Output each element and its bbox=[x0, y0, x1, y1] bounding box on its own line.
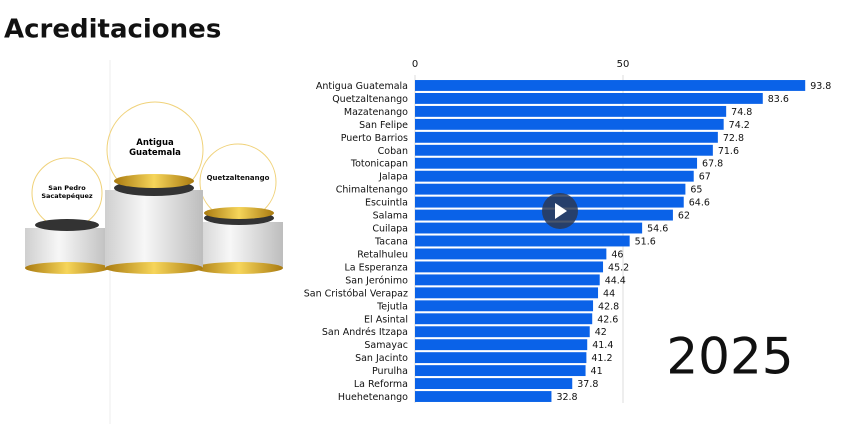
podium: Antigua Guatemala San Pedro Sacatepéquez… bbox=[25, 101, 283, 274]
y-tick-label: Chimaltenango bbox=[336, 185, 408, 196]
bar bbox=[415, 378, 573, 390]
value-label: 44.4 bbox=[605, 275, 626, 286]
y-tick-label: Puerto Barrios bbox=[341, 133, 408, 144]
bar bbox=[415, 261, 604, 273]
bar bbox=[415, 144, 713, 156]
bar bbox=[415, 170, 694, 182]
bar bbox=[415, 92, 763, 104]
value-label: 51.6 bbox=[635, 237, 656, 248]
pedestal-top bbox=[114, 174, 194, 188]
bar bbox=[415, 183, 686, 195]
value-label: 32.8 bbox=[556, 392, 577, 403]
pedestal-base bbox=[25, 262, 109, 274]
value-label: 41.4 bbox=[592, 340, 613, 351]
page-title: Acreditaciones bbox=[4, 15, 221, 45]
play-button[interactable] bbox=[542, 193, 578, 229]
value-label: 41.2 bbox=[591, 353, 612, 364]
pedestal-top bbox=[35, 219, 99, 231]
podium-label-text: Antigua Guatemala bbox=[129, 138, 181, 158]
podium-label: Quetzaltenango bbox=[207, 174, 270, 182]
value-label: 74.2 bbox=[729, 120, 750, 131]
pedestal-top bbox=[204, 207, 274, 219]
value-label: 42.8 bbox=[598, 301, 619, 312]
y-tick-label: San Andrés Itzapa bbox=[322, 327, 408, 338]
y-tick-label: Coban bbox=[378, 146, 408, 157]
y-tick-label: La Reforma bbox=[354, 379, 408, 390]
y-tick-label: El Asintal bbox=[364, 314, 408, 325]
bar bbox=[415, 313, 593, 325]
value-label: 41 bbox=[591, 366, 603, 377]
y-tick-label: Tejutla bbox=[376, 301, 408, 312]
year: 2025 bbox=[666, 328, 793, 386]
x-tick-label: 0 bbox=[412, 59, 418, 70]
podium-label: San Pedro Sacatepéquez bbox=[41, 184, 93, 200]
y-tick-label: Tacana bbox=[374, 237, 408, 248]
bar bbox=[415, 222, 643, 234]
value-label: 67.8 bbox=[702, 159, 723, 170]
y-tick-label: Mazatenango bbox=[344, 107, 408, 118]
value-label: 67 bbox=[699, 172, 711, 183]
y-tick-label: Samayac bbox=[364, 340, 408, 351]
y-tick-label: San Cristóbal Verapaz bbox=[304, 288, 408, 299]
value-label: 54.6 bbox=[647, 224, 668, 235]
bar bbox=[415, 287, 599, 299]
value-label: 37.8 bbox=[577, 379, 598, 390]
value-label: 83.6 bbox=[768, 94, 789, 105]
value-label: 65 bbox=[690, 185, 702, 196]
pedestal-base bbox=[105, 262, 203, 274]
y-tick-label: Quetzaltenango bbox=[332, 94, 408, 105]
y-tick-label: La Esperanza bbox=[344, 262, 408, 273]
y-tick-label: Antigua Guatemala bbox=[316, 81, 408, 92]
value-label: 46 bbox=[611, 249, 623, 260]
x-tick-label: 50 bbox=[617, 59, 630, 70]
bar bbox=[415, 105, 727, 117]
bar bbox=[415, 365, 586, 377]
y-tick-label: Cuilapa bbox=[372, 224, 408, 235]
pedestal bbox=[195, 222, 283, 268]
y-tick-label: Escuintla bbox=[365, 198, 408, 209]
bar bbox=[415, 118, 724, 130]
y-tick-label: Purulha bbox=[372, 366, 408, 377]
bar bbox=[415, 131, 718, 143]
value-label: 45.2 bbox=[608, 262, 629, 273]
bar bbox=[415, 274, 600, 286]
bar bbox=[415, 235, 630, 247]
y-tick-label: Retalhuleu bbox=[357, 249, 408, 260]
bar bbox=[415, 157, 698, 169]
bar bbox=[415, 300, 594, 312]
bar bbox=[415, 352, 587, 364]
value-label: 72.8 bbox=[723, 133, 744, 144]
y-tick-label: Totonicapan bbox=[350, 159, 408, 170]
play-icon[interactable] bbox=[555, 203, 567, 219]
value-label: 74.8 bbox=[731, 107, 752, 118]
podium-label: Antigua Guatemala bbox=[129, 138, 181, 158]
pedestal bbox=[25, 228, 110, 268]
bar bbox=[415, 391, 552, 402]
bar bbox=[415, 339, 588, 351]
y-tick-label: Jalapa bbox=[378, 172, 408, 183]
bar bbox=[415, 80, 806, 91]
value-label: 42.6 bbox=[597, 314, 618, 325]
y-tick-label: San Jerónimo bbox=[345, 275, 408, 286]
podium-label-text: San Pedro Sacatepéquez bbox=[41, 184, 93, 200]
value-label: 93.8 bbox=[810, 81, 831, 92]
y-tick-label: San Jacinto bbox=[355, 353, 408, 364]
value-label: 62 bbox=[678, 211, 690, 222]
pedestal-base bbox=[195, 262, 283, 274]
value-label: 42 bbox=[595, 327, 607, 338]
value-label: 64.6 bbox=[689, 198, 710, 209]
y-tick-label: Huehetenango bbox=[338, 392, 408, 403]
bar bbox=[415, 248, 607, 260]
pedestal bbox=[105, 190, 203, 268]
y-tick-label: Salama bbox=[373, 211, 408, 222]
value-label: 44 bbox=[603, 288, 615, 299]
value-label: 71.6 bbox=[718, 146, 739, 157]
bar bbox=[415, 326, 590, 338]
y-tick-label: San Felipe bbox=[359, 120, 408, 131]
